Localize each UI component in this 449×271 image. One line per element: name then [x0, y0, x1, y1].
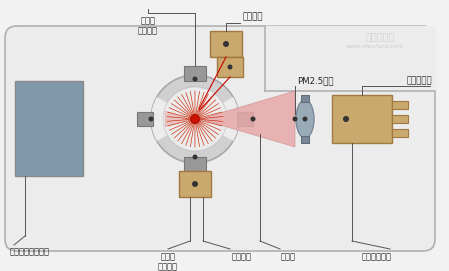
- Circle shape: [193, 76, 198, 82]
- Text: 空气流量控制部分: 空气流量控制部分: [10, 247, 50, 256]
- Circle shape: [163, 87, 227, 151]
- Ellipse shape: [296, 100, 314, 138]
- Bar: [301, 95, 309, 102]
- Circle shape: [151, 75, 239, 163]
- Bar: [15, 81, 83, 176]
- Circle shape: [223, 41, 229, 47]
- Bar: [392, 101, 408, 109]
- Bar: [184, 66, 206, 81]
- Circle shape: [343, 116, 349, 122]
- Text: 聚光镖
（上側）: 聚光镖 （上側）: [138, 16, 158, 36]
- Circle shape: [303, 117, 308, 121]
- Bar: [184, 157, 206, 172]
- Text: 非球面透镜: 非球面透镜: [406, 76, 432, 85]
- Circle shape: [292, 117, 298, 121]
- Bar: [301, 136, 309, 143]
- Circle shape: [343, 117, 348, 121]
- Circle shape: [149, 117, 154, 121]
- Bar: [217, 57, 243, 77]
- Text: www.elecfans.com: www.elecfans.com: [346, 44, 404, 49]
- Text: PM2.5颖粒: PM2.5颖粒: [297, 76, 334, 85]
- Text: 光检湋器: 光检湋器: [232, 252, 252, 261]
- Polygon shape: [200, 91, 295, 147]
- Text: 半导体激光器: 半导体激光器: [362, 252, 392, 261]
- Text: 电子发烧友: 电子发烧友: [365, 31, 395, 41]
- Circle shape: [163, 87, 227, 151]
- Bar: [332, 95, 392, 143]
- Circle shape: [251, 117, 255, 121]
- Circle shape: [193, 154, 198, 160]
- Text: 光检湋器: 光检湋器: [243, 12, 264, 21]
- Wedge shape: [195, 97, 239, 141]
- Bar: [392, 115, 408, 123]
- Bar: [392, 129, 408, 137]
- Bar: [179, 171, 211, 197]
- Text: 散射光: 散射光: [281, 252, 296, 261]
- Wedge shape: [151, 97, 195, 141]
- Polygon shape: [165, 111, 190, 127]
- Text: 聚光镖
（下側）: 聚光镖 （下側）: [158, 252, 178, 271]
- Bar: [137, 112, 153, 126]
- Circle shape: [192, 181, 198, 187]
- Circle shape: [190, 115, 199, 124]
- Bar: [237, 112, 253, 126]
- Circle shape: [228, 64, 233, 69]
- FancyBboxPatch shape: [5, 26, 435, 251]
- Polygon shape: [265, 26, 435, 91]
- Bar: [210, 31, 242, 57]
